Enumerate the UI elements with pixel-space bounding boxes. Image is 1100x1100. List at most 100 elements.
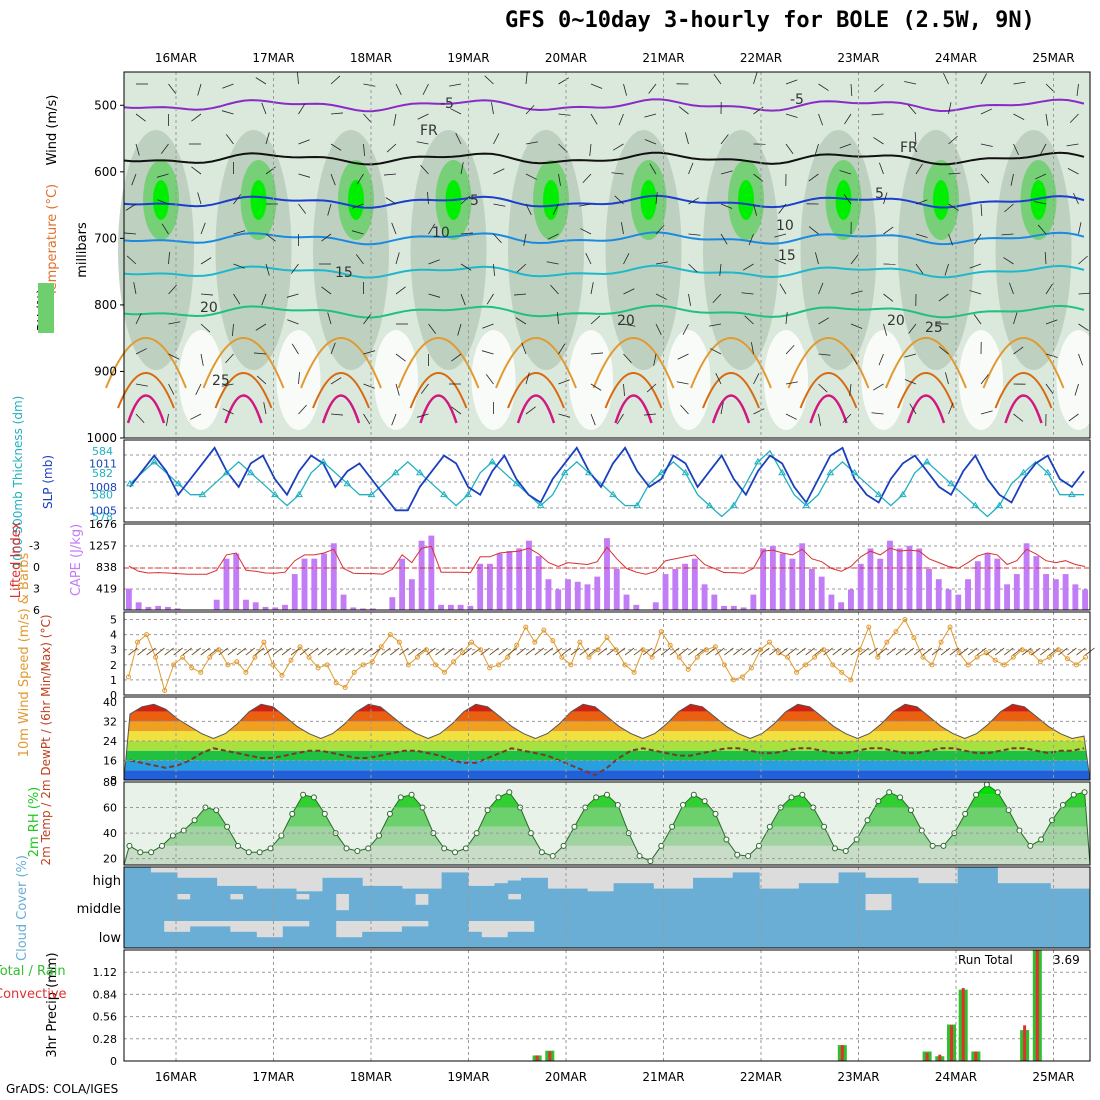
- cape-bar: [701, 584, 708, 610]
- cape-bar: [389, 597, 396, 610]
- cloud-bar-middle: [719, 894, 734, 921]
- contour-label: 20: [617, 313, 635, 329]
- wind-barb: [200, 323, 211, 333]
- wind-barb: [225, 134, 234, 145]
- cloud-bar-middle: [203, 894, 218, 921]
- wind-speed-point: [794, 669, 800, 675]
- thickness-point: [150, 457, 159, 465]
- cloud-bar-middle: [957, 894, 972, 921]
- cloud-bar-low: [1076, 921, 1091, 948]
- wind-barb: [680, 404, 689, 415]
- rh-point: [397, 794, 404, 801]
- wind-barb: [651, 647, 662, 656]
- wind-barb: [907, 104, 917, 115]
- run-total-value: 3.69: [1053, 953, 1080, 967]
- wind-barb: [709, 323, 722, 327]
- wind-barb: [778, 203, 787, 214]
- wind-barb: [525, 141, 538, 145]
- cape-bar: [1004, 584, 1010, 610]
- wind-barb: [550, 284, 559, 295]
- rh-point: [962, 810, 969, 817]
- wind-barb: [525, 372, 530, 385]
- cloud-bar-high: [798, 883, 813, 894]
- wind-speed-point: [243, 669, 249, 675]
- wind-speed-point: [198, 669, 204, 675]
- cloud-bar-middle: [362, 894, 376, 921]
- wind-barb: [330, 173, 336, 186]
- wind-speed-point: [387, 632, 393, 638]
- wind-speed-point: [622, 662, 628, 668]
- cloud-bar-high: [719, 877, 734, 894]
- cape-bar: [799, 543, 806, 610]
- isotherm-line: [516, 394, 556, 424]
- thickness-point: [802, 501, 811, 509]
- wind-barb: [915, 199, 928, 205]
- cloud-bar-high: [309, 891, 323, 894]
- wind-barb: [582, 173, 592, 184]
- wind-barb: [124, 232, 137, 235]
- cloud-bar-low: [481, 937, 496, 948]
- wind-speed-point: [748, 665, 754, 671]
- cloud-bar-low: [970, 921, 985, 948]
- cloud-bar-low: [454, 921, 469, 948]
- isotherm-line: [419, 394, 458, 424]
- cape-bar: [145, 606, 152, 610]
- wind-barb: [818, 317, 829, 325]
- wind-barb: [1034, 173, 1047, 180]
- cloud-bar-low: [798, 921, 813, 948]
- wind-barb: [969, 263, 982, 269]
- cape-bar: [857, 563, 864, 610]
- wind-barb: [195, 383, 202, 395]
- wind-barb: [685, 132, 689, 145]
- wind-barb: [254, 647, 265, 656]
- wind-speed-point: [324, 662, 330, 668]
- rh-point: [343, 845, 350, 852]
- wind-barb: [395, 286, 406, 295]
- isotherm-line: [312, 372, 370, 409]
- wind-barb: [525, 647, 535, 656]
- wind-speed-point: [523, 624, 529, 630]
- cloud-bar-high: [335, 877, 350, 894]
- pressure-tick-label: 1000: [86, 431, 117, 445]
- axis-label: Wind (m/s): [45, 95, 60, 166]
- wind-barb: [330, 75, 341, 85]
- cape-bar: [760, 548, 767, 610]
- bottom-date-axis: 16MAR 17MAR 18MAR 19MAR 20MAR 21MAR 22MAR 23MAR…: [155, 1070, 1075, 1084]
- wind-speed-point: [532, 639, 538, 645]
- cape-tick-label: 1257: [89, 540, 117, 553]
- wind-barb: [818, 83, 829, 91]
- cloud-bar-high: [626, 883, 641, 894]
- wind-barb: [938, 293, 949, 302]
- cloud-bar-middle: [163, 894, 178, 921]
- wind-barb: [868, 647, 879, 656]
- wind-speed-point: [830, 662, 836, 668]
- wind-barb: [420, 164, 429, 175]
- cape-bar: [594, 576, 601, 610]
- axis-label: Cloud Cover (%): [15, 855, 30, 961]
- cloud-bar-low: [560, 921, 575, 948]
- wind-barb: [883, 323, 887, 336]
- temp-band: [124, 704, 1090, 712]
- wind-barb: [1009, 282, 1014, 295]
- rh-point: [549, 853, 556, 860]
- wind-barb: [1045, 319, 1058, 325]
- wind-barb: [558, 77, 569, 85]
- wind-barb: [395, 252, 400, 265]
- wind-barb: [1045, 353, 1058, 358]
- wind-barb: [363, 350, 376, 355]
- wind-barb: [455, 133, 462, 145]
- cloud-bar-low: [944, 921, 959, 948]
- wind-barb: [874, 83, 884, 93]
- wind-barb: [904, 353, 917, 358]
- date-tick-label: 19MAR: [447, 51, 489, 65]
- cloud-bar-high: [944, 883, 959, 894]
- wind-barb: [980, 203, 983, 216]
- wind-barb: [408, 647, 418, 656]
- cloud-bar-low: [666, 921, 681, 948]
- wind-speed-point: [1073, 662, 1079, 668]
- pressure-tick-label: 500: [94, 98, 117, 112]
- date-tick-label: 24MAR: [935, 1070, 977, 1084]
- wind-barb: [590, 383, 602, 391]
- wind-barb: [785, 79, 798, 85]
- wind-barb: [642, 647, 653, 656]
